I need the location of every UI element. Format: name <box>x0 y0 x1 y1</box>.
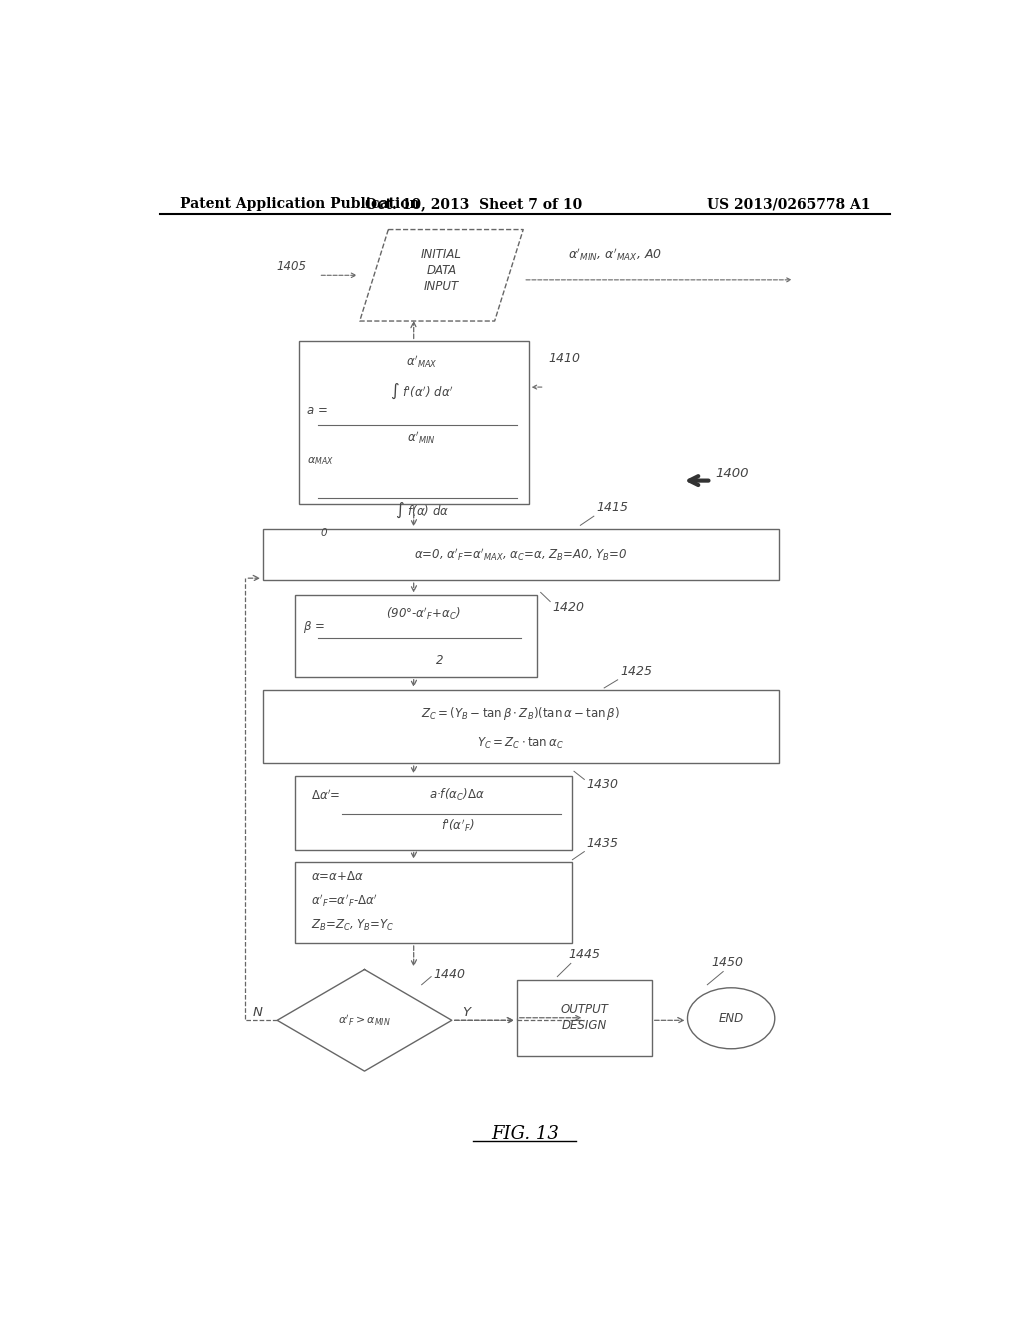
Text: 1425: 1425 <box>620 665 652 677</box>
Text: $\Delta\alpha'$=: $\Delta\alpha'$= <box>310 788 340 803</box>
Text: 1445: 1445 <box>568 948 600 961</box>
Text: $\int$ f'($\alpha'$) d$\alpha'$: $\int$ f'($\alpha'$) d$\alpha'$ <box>390 381 454 401</box>
Bar <box>517 979 652 1056</box>
Text: FIG. 13: FIG. 13 <box>490 1125 559 1143</box>
Text: Y: Y <box>462 1006 470 1019</box>
Text: $\int$ f($\alpha$) d$\alpha$: $\int$ f($\alpha$) d$\alpha$ <box>394 500 449 520</box>
Text: $\alpha$=0, $\alpha'_F$=$\alpha'_{MAX}$, $\alpha_C$=$\alpha$, $Z_B$=A0, $Y_B$=0: $\alpha$=0, $\alpha'_F$=$\alpha'_{MAX}$,… <box>414 546 628 564</box>
Text: 1430: 1430 <box>587 779 618 792</box>
Text: 1420: 1420 <box>553 601 585 614</box>
Text: Patent Application Publication: Patent Application Publication <box>179 197 419 211</box>
Text: 1450: 1450 <box>711 957 743 969</box>
Bar <box>295 595 537 677</box>
Text: N: N <box>253 1006 262 1019</box>
Text: $\alpha'_F > \alpha_{MIN}$: $\alpha'_F > \alpha_{MIN}$ <box>338 1012 391 1028</box>
Text: $\alpha'_{MAX}$: $\alpha'_{MAX}$ <box>406 354 437 370</box>
Text: $\alpha'_{MIN}$, $\alpha'_{MAX}$, A0: $\alpha'_{MIN}$, $\alpha'_{MAX}$, A0 <box>568 247 663 264</box>
Text: (90°-$\alpha'_F$+$\alpha_C$): (90°-$\alpha'_F$+$\alpha_C$) <box>386 606 461 622</box>
Bar <box>295 776 572 850</box>
Text: $\alpha'_{MIN}$: $\alpha'_{MIN}$ <box>408 430 436 446</box>
Text: $\alpha$=$\alpha$+$\Delta\alpha$: $\alpha$=$\alpha$+$\Delta\alpha$ <box>310 870 364 883</box>
Text: $\alpha_{MAX}$: $\alpha_{MAX}$ <box>306 455 334 467</box>
Text: 0: 0 <box>321 528 328 539</box>
Text: a·f($\alpha_C$)$\Delta\alpha$: a·f($\alpha_C$)$\Delta\alpha$ <box>429 787 485 803</box>
Text: OUTPUT
DESIGN: OUTPUT DESIGN <box>560 1003 608 1032</box>
Text: 1400: 1400 <box>715 467 749 480</box>
Text: END: END <box>719 1011 743 1024</box>
Text: $\alpha'_F$=$\alpha'_F$-$\Delta\alpha'$: $\alpha'_F$=$\alpha'_F$-$\Delta\alpha'$ <box>310 892 378 909</box>
Text: $Y_C=Z_C\cdot\tan\alpha_C$: $Y_C=Z_C\cdot\tan\alpha_C$ <box>477 735 564 751</box>
Text: 1440: 1440 <box>433 968 466 981</box>
Text: a =: a = <box>306 404 328 417</box>
Bar <box>299 342 528 504</box>
Bar <box>295 862 572 942</box>
Text: Oct. 10, 2013  Sheet 7 of 10: Oct. 10, 2013 Sheet 7 of 10 <box>365 197 582 211</box>
Text: INITIAL
DATA
INPUT: INITIAL DATA INPUT <box>421 248 462 293</box>
Text: $Z_B$=$Z_C$, $Y_B$=$Y_C$: $Z_B$=$Z_C$, $Y_B$=$Y_C$ <box>310 917 394 933</box>
Text: $Z_C=(Y_B-\tan\beta\cdot Z_B)(\tan\alpha-\tan\beta)$: $Z_C=(Y_B-\tan\beta\cdot Z_B)(\tan\alpha… <box>422 705 621 722</box>
Text: 1405: 1405 <box>276 260 306 273</box>
Text: US 2013/0265778 A1: US 2013/0265778 A1 <box>707 197 870 211</box>
Bar <box>263 690 779 763</box>
Text: 1415: 1415 <box>596 502 628 515</box>
Text: 2: 2 <box>436 653 443 667</box>
Text: $\beta$ =: $\beta$ = <box>303 619 325 635</box>
Text: f'($\alpha'_F$): f'($\alpha'_F$) <box>440 817 474 834</box>
Bar <box>263 529 779 581</box>
Text: 1435: 1435 <box>587 837 618 850</box>
Text: 1410: 1410 <box>549 351 581 364</box>
